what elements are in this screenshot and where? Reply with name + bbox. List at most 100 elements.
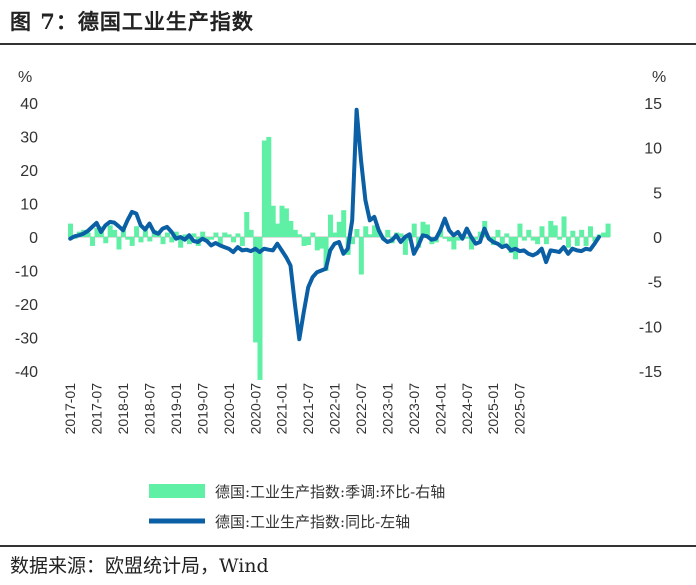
left-tick-label: 20 [20, 163, 38, 180]
left-tick-label: -30 [15, 331, 38, 348]
mom-bar [319, 237, 325, 249]
x-tick-label: 2024-01 [432, 383, 448, 435]
mom-bar [526, 229, 532, 237]
mom-bar [402, 237, 408, 255]
right-axis-unit: % [652, 69, 666, 86]
mom-bar [517, 223, 523, 237]
mom-bar [385, 229, 391, 237]
left-tick-label: -40 [15, 364, 38, 381]
source-divider [0, 545, 696, 547]
mom-bar [455, 237, 461, 241]
left-axis-unit: % [18, 69, 32, 86]
right-tick-label: 15 [644, 96, 662, 113]
x-tick-label: 2025-07 [512, 383, 528, 435]
mom-bar [451, 237, 457, 250]
legend: 德国:工业生产指数:季调:环比-右轴 德国:工业生产指数:同比-左轴 [149, 483, 445, 531]
mom-bar [305, 237, 311, 246]
mom-bar [424, 224, 430, 237]
mom-bar [275, 223, 281, 237]
right-tick-label: -10 [639, 319, 662, 336]
x-tick-label: 2024-07 [459, 383, 475, 435]
mom-bar [539, 226, 545, 237]
mom-bar [521, 237, 527, 241]
x-tick-label: 2022-01 [327, 383, 343, 435]
mom-bar [257, 237, 263, 380]
mom-bar [323, 237, 329, 271]
mom-bar [592, 237, 598, 242]
mom-bar [68, 223, 74, 237]
mom-bar [94, 228, 100, 237]
x-tick-label: 2018-01 [115, 383, 131, 435]
mom-bar [253, 237, 259, 343]
mom-area-series [68, 136, 611, 380]
mom-bar [266, 136, 272, 237]
mom-bar [85, 232, 91, 237]
chart: % 40 30 20 10 0 -10 -20 -30 -40 % 15 10 5 0 -5 -10 -15 2… [15, 69, 666, 531]
mom-bar [160, 237, 166, 245]
mom-bar [261, 140, 267, 237]
left-tick-label: -10 [15, 264, 38, 281]
mom-bar [543, 237, 549, 245]
legend-label-yoy: 德国:工业生产指数:同比-左轴 [215, 513, 410, 531]
mom-bar [605, 223, 611, 237]
mom-bar [301, 237, 307, 246]
right-axis: % 15 10 5 0 -5 -10 -15 [639, 69, 666, 381]
x-tick-label: 2023-07 [406, 383, 422, 435]
mom-bar [548, 220, 554, 237]
mom-bar [239, 237, 245, 246]
mom-bar [164, 232, 170, 237]
mom-bar [314, 237, 320, 251]
figure-title: 图 7：德国工业生产指数 [10, 9, 254, 34]
mom-bar [147, 237, 153, 242]
mom-bar [570, 230, 576, 237]
mom-bar [204, 237, 210, 241]
mom-bar [363, 226, 369, 237]
mom-bar [464, 237, 470, 239]
x-tick-label: 2020-01 [221, 383, 237, 435]
mom-bar [587, 226, 593, 237]
mom-bar [209, 237, 215, 240]
right-tick-label: -5 [648, 275, 662, 292]
yoy-line-series [68, 107, 601, 342]
x-tick-label: 2025-01 [485, 383, 501, 435]
left-axis: % 40 30 20 10 0 -10 -20 -30 -40 [15, 69, 38, 381]
x-tick-label: 2019-07 [194, 383, 210, 435]
mom-bar [173, 231, 179, 237]
mom-bar [504, 233, 510, 237]
mom-bar [200, 231, 206, 237]
mom-bar [178, 237, 184, 248]
x-tick-label: 2022-07 [353, 383, 369, 435]
mom-bar [495, 229, 501, 237]
mom-bar [182, 234, 188, 237]
mom-bar [134, 226, 140, 237]
mom-bar [350, 237, 356, 245]
mom-bar [244, 211, 250, 237]
mom-bar [565, 237, 571, 248]
right-tick-label: 10 [644, 141, 662, 158]
mom-bar [398, 233, 404, 237]
mom-bar [442, 237, 448, 239]
mom-bar [358, 237, 364, 275]
right-tick-label: -15 [639, 364, 662, 381]
mom-bar [310, 232, 316, 237]
mom-bar [288, 220, 294, 237]
mom-bar [103, 237, 109, 244]
mom-bar [226, 234, 232, 237]
mom-bar [420, 221, 426, 237]
mom-bar [354, 228, 360, 237]
x-tick-label: 2017-07 [89, 383, 105, 435]
mom-bar [508, 237, 514, 254]
x-tick-label: 2018-07 [142, 383, 158, 435]
mom-bar [530, 237, 536, 241]
mom-bar [248, 229, 254, 237]
mom-bar [112, 229, 118, 237]
x-tick-label: 2023-01 [379, 383, 395, 435]
mom-bar [116, 237, 122, 250]
left-tick-label: 0 [29, 230, 38, 247]
mom-bar [231, 237, 237, 243]
x-tick-label: 2020-07 [247, 383, 263, 435]
mom-bar [411, 223, 417, 237]
left-tick-label: 10 [20, 197, 38, 214]
mom-bar [583, 237, 589, 246]
mom-bar [191, 233, 197, 237]
